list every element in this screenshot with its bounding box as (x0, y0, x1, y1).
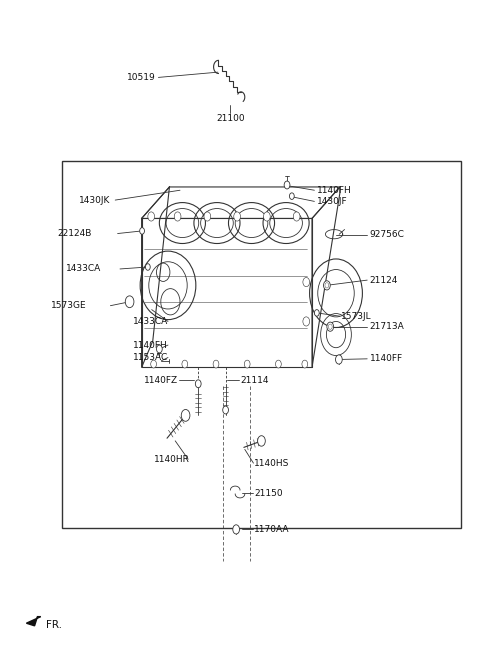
Circle shape (324, 281, 330, 290)
Circle shape (327, 322, 334, 331)
Circle shape (145, 264, 150, 270)
Text: 10519: 10519 (127, 73, 156, 82)
Text: 21150: 21150 (254, 489, 283, 498)
Circle shape (302, 360, 308, 368)
Text: 1140FH: 1140FH (133, 340, 168, 350)
Circle shape (293, 212, 300, 221)
Circle shape (328, 324, 332, 329)
Text: 1170AA: 1170AA (254, 525, 290, 534)
Circle shape (258, 436, 265, 446)
Bar (62, 161, 461, 528)
Circle shape (125, 296, 134, 308)
Circle shape (325, 283, 329, 288)
Circle shape (148, 212, 155, 221)
Circle shape (156, 345, 162, 353)
Circle shape (244, 360, 250, 368)
Text: 1433CA: 1433CA (133, 317, 168, 326)
Circle shape (223, 406, 228, 414)
Circle shape (264, 212, 270, 221)
Text: 1433CA: 1433CA (66, 264, 101, 274)
Circle shape (151, 360, 156, 368)
Text: 22124B: 22124B (58, 229, 92, 238)
Circle shape (303, 317, 310, 326)
Circle shape (289, 193, 294, 199)
Circle shape (213, 360, 219, 368)
Text: 21100: 21100 (216, 113, 245, 123)
Text: 1153AC: 1153AC (133, 353, 168, 362)
Circle shape (233, 525, 240, 534)
Text: 92756C: 92756C (370, 230, 405, 239)
Text: 1430JK: 1430JK (79, 195, 110, 205)
Circle shape (181, 409, 190, 421)
Circle shape (140, 228, 144, 234)
Circle shape (314, 310, 319, 316)
Polygon shape (26, 617, 41, 626)
Text: 1140HR: 1140HR (154, 455, 190, 464)
Circle shape (174, 212, 181, 221)
Text: 21713A: 21713A (370, 322, 404, 331)
Circle shape (195, 380, 201, 388)
Text: FR.: FR. (46, 619, 61, 630)
Circle shape (234, 212, 240, 221)
Text: 1573GE: 1573GE (51, 301, 86, 310)
Circle shape (303, 277, 310, 287)
Text: 1140FH: 1140FH (317, 186, 351, 195)
Text: 1140FF: 1140FF (370, 354, 403, 363)
Text: 1573JL: 1573JL (341, 312, 372, 321)
Circle shape (204, 212, 211, 221)
Text: 1140FZ: 1140FZ (144, 376, 178, 385)
Text: 21114: 21114 (240, 376, 268, 385)
Circle shape (182, 360, 188, 368)
Text: 21124: 21124 (370, 276, 398, 285)
Text: 1430JF: 1430JF (317, 197, 348, 206)
Circle shape (336, 355, 342, 364)
Circle shape (284, 181, 290, 189)
Text: 1140HS: 1140HS (254, 459, 290, 468)
Circle shape (276, 360, 281, 368)
